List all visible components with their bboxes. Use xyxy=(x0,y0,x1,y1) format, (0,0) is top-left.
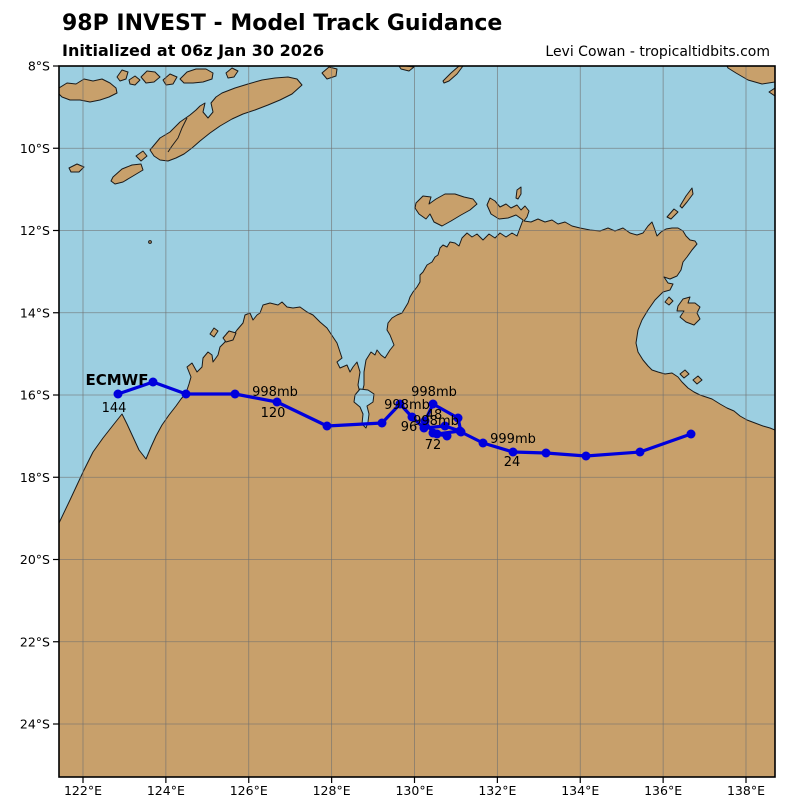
track-point xyxy=(508,447,518,457)
track-point xyxy=(635,447,645,457)
track-point xyxy=(478,438,488,448)
island-groote xyxy=(676,296,701,326)
islet xyxy=(68,163,85,173)
init-time-subtitle: Initialized at 06z Jan 30 2026 xyxy=(62,41,324,60)
land-australia xyxy=(59,197,775,777)
track-point xyxy=(395,399,405,409)
track-point xyxy=(581,451,591,461)
islet xyxy=(225,67,239,79)
y-tick-label: 8°S xyxy=(28,59,50,74)
x-tick-label: 122°E xyxy=(64,783,102,798)
track-annotation: 999mb xyxy=(490,432,536,447)
x-tick-label: 130°E xyxy=(395,783,433,798)
track-point xyxy=(419,423,429,433)
islet xyxy=(222,330,237,343)
track-point xyxy=(148,377,158,387)
track-point xyxy=(428,399,438,409)
track-annotation: 998mb xyxy=(384,398,430,413)
track-point xyxy=(440,421,450,431)
track-annotation: 24 xyxy=(504,455,521,470)
island-wessel xyxy=(679,187,694,209)
credit-text: Levi Cowan - tropicaltidbits.com xyxy=(545,44,770,60)
x-tick-label: 128°E xyxy=(313,783,351,798)
track-annotation: 72 xyxy=(425,438,442,453)
islet xyxy=(679,369,690,379)
track-point xyxy=(541,448,551,458)
x-tick-label: 134°E xyxy=(561,783,599,798)
island-alor xyxy=(140,70,161,84)
y-tick-label: 14°S xyxy=(20,305,50,320)
landmasses xyxy=(59,66,775,777)
track-annotation: 144 xyxy=(102,401,127,416)
islet xyxy=(135,150,148,162)
axis-tick-labels: 122°E 124°E 126°E 128°E 130°E 132°E 134°E 136°E… xyxy=(20,59,765,799)
track-point xyxy=(407,412,417,422)
x-tick-label: 126°E xyxy=(230,783,268,798)
y-tick-label: 18°S xyxy=(20,470,50,485)
x-tick-label: 132°E xyxy=(478,783,516,798)
track-point xyxy=(272,397,282,407)
track-annotation: 998mb xyxy=(411,385,457,400)
plot-border xyxy=(58,65,776,778)
island-flores xyxy=(59,78,118,103)
track-annotation: 998mb xyxy=(413,414,459,429)
track-point xyxy=(230,389,240,399)
track-point xyxy=(455,426,465,436)
island-roti xyxy=(110,163,144,185)
page-title: 98P INVEST - Model Track Guidance xyxy=(62,11,502,36)
model-name-label: ECMWF xyxy=(86,371,149,389)
islet xyxy=(398,66,415,72)
y-tick-label: 10°S xyxy=(20,141,50,156)
track-annotation: 998mb xyxy=(252,385,298,400)
y-tick-label: 12°S xyxy=(20,223,50,238)
x-tick-label: 138°E xyxy=(727,783,765,798)
track-annotation: 96 xyxy=(401,420,418,435)
land-new-guinea xyxy=(726,66,775,85)
track-point xyxy=(420,416,430,426)
islet xyxy=(515,186,522,200)
ecmwf-track xyxy=(113,377,696,461)
islet-ashmore xyxy=(148,240,152,244)
track-annotation: 120 xyxy=(261,406,286,421)
lake-argyle xyxy=(353,388,375,429)
islet xyxy=(128,75,141,86)
islet xyxy=(664,296,674,306)
islet xyxy=(692,375,703,385)
track-point xyxy=(432,429,442,439)
island-tiwi xyxy=(414,193,478,227)
y-tick-label: 22°S xyxy=(20,634,50,649)
track-point xyxy=(181,389,191,399)
x-tick-label: 124°E xyxy=(147,783,185,798)
axis-ticks xyxy=(53,65,747,783)
islet xyxy=(321,66,338,80)
track-point xyxy=(113,389,123,399)
track-point xyxy=(442,431,452,441)
track-point xyxy=(322,421,332,431)
y-tick-label: 24°S xyxy=(20,717,50,732)
islet-sliver xyxy=(442,66,464,84)
x-tick-label: 136°E xyxy=(644,783,682,798)
island-wetar xyxy=(179,68,214,84)
track-point xyxy=(377,418,387,428)
grid-lines xyxy=(59,66,775,777)
track-point xyxy=(686,429,696,439)
y-tick-label: 16°S xyxy=(20,388,50,403)
track-annotation: 48 xyxy=(426,408,443,423)
y-tick-label: 20°S xyxy=(20,552,50,567)
islet xyxy=(768,87,775,97)
islet xyxy=(209,327,219,338)
island-wessel xyxy=(666,208,679,220)
track-point xyxy=(453,413,463,423)
islet xyxy=(116,69,129,82)
